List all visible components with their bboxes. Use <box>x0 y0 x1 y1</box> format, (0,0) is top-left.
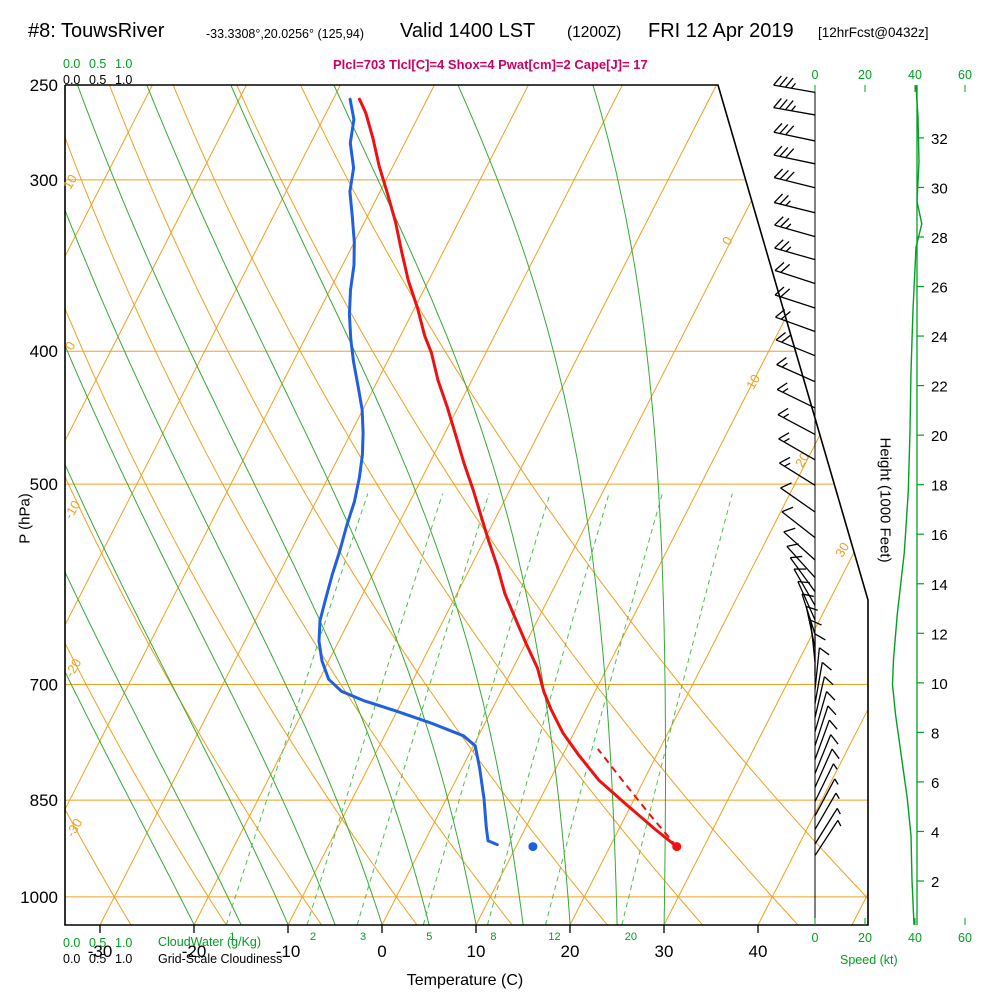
valid-date: FRI 12 Apr 2019 <box>648 20 794 42</box>
svg-text:8: 8 <box>490 931 496 943</box>
svg-text:60: 60 <box>958 68 972 82</box>
svg-text:30: 30 <box>832 540 852 560</box>
forecast-tag: [12hrFcst@0432z] <box>818 25 929 40</box>
temperature-axis-label: Temperature (C) <box>406 972 524 989</box>
svg-text:0.5: 0.5 <box>89 73 106 87</box>
svg-text:20: 20 <box>625 931 637 943</box>
svg-text:1.0: 1.0 <box>115 57 132 71</box>
svg-text:10: 10 <box>743 372 763 392</box>
svg-text:2: 2 <box>310 931 316 943</box>
svg-text:0.5: 0.5 <box>89 952 106 966</box>
dewpoint-curve <box>317 97 499 847</box>
svg-text:6: 6 <box>931 775 939 792</box>
svg-text:0.0: 0.0 <box>63 57 80 71</box>
pressure-axis-label: P (hPa) <box>16 493 34 544</box>
svg-text:0.5: 0.5 <box>89 936 106 950</box>
cloudiness-label: Grid-Scale Cloudiness <box>158 952 283 966</box>
temperature-curve <box>358 97 679 849</box>
svg-text:0: 0 <box>812 68 819 82</box>
svg-text:0: 0 <box>812 931 819 945</box>
svg-text:-30: -30 <box>63 816 85 840</box>
surface-temp-dot <box>672 842 682 852</box>
cloud-scales: 0.0 0.0 0.0 0.0 0.5 0.5 0.5 0.5 1.0 1.0 1.0 1.0 <box>63 57 132 966</box>
svg-text:1.0: 1.0 <box>115 73 132 87</box>
svg-text:12: 12 <box>548 931 560 943</box>
wind-barbs <box>773 75 842 856</box>
svg-text:10: 10 <box>467 942 486 961</box>
svg-text:20: 20 <box>561 942 580 961</box>
svg-text:400: 400 <box>30 342 58 361</box>
svg-text:20: 20 <box>858 68 872 82</box>
svg-text:14: 14 <box>931 577 948 594</box>
speed-axis-label: Speed (kt) <box>840 953 898 967</box>
parcel-trace <box>597 748 678 848</box>
svg-text:20: 20 <box>858 931 872 945</box>
svg-text:40: 40 <box>908 68 922 82</box>
speed-scale: 0 0 20 20 40 40 60 60 <box>812 68 972 945</box>
pressure-tick-labels: 250 300 400 500 700 850 1000 <box>20 76 58 907</box>
svg-text:20: 20 <box>931 428 948 445</box>
svg-text:8: 8 <box>931 725 939 742</box>
svg-text:60: 60 <box>958 931 972 945</box>
svg-text:0.0: 0.0 <box>63 936 80 950</box>
svg-text:4: 4 <box>931 824 939 841</box>
svg-text:16: 16 <box>931 527 948 544</box>
height-axis-label: Height (1000 Feet) <box>876 437 894 563</box>
svg-text:12: 12 <box>931 626 948 643</box>
svg-text:0.0: 0.0 <box>63 73 80 87</box>
svg-text:40: 40 <box>908 931 922 945</box>
svg-text:1000: 1000 <box>20 888 58 907</box>
svg-text:1.0: 1.0 <box>115 952 132 966</box>
svg-text:-10: -10 <box>276 942 301 961</box>
svg-text:-20: -20 <box>182 942 207 961</box>
svg-text:1.0: 1.0 <box>115 936 132 950</box>
svg-text:0: 0 <box>377 942 386 961</box>
svg-text:0.0: 0.0 <box>63 952 80 966</box>
svg-text:3: 3 <box>360 931 366 943</box>
background-grid <box>65 85 868 925</box>
plot-border <box>64 84 869 926</box>
speed-curve <box>891 85 923 925</box>
valid-zulu: (1200Z) <box>567 24 622 41</box>
svg-text:28: 28 <box>931 230 948 247</box>
svg-text:1: 1 <box>229 931 235 943</box>
station-title: #8: TouwsRiver <box>28 20 165 42</box>
svg-text:700: 700 <box>30 675 58 694</box>
surface-dewpoint-dot <box>528 842 538 852</box>
svg-text:26: 26 <box>931 280 948 297</box>
svg-text:30: 30 <box>931 180 948 197</box>
cloudwater-label: CloudWater (g/Kg) <box>158 935 262 949</box>
svg-text:32: 32 <box>931 131 948 148</box>
svg-text:22: 22 <box>931 379 948 396</box>
svg-text:10: 10 <box>60 172 80 192</box>
stability-indices: Plcl=703 Tlcl[C]=4 Shox=4 Pwat[cm]=2 Cap… <box>333 57 648 72</box>
svg-text:30: 30 <box>655 942 674 961</box>
svg-text:18: 18 <box>931 478 948 495</box>
svg-text:850: 850 <box>30 791 58 810</box>
svg-text:300: 300 <box>30 171 58 190</box>
svg-text:250: 250 <box>30 76 58 95</box>
svg-text:0.5: 0.5 <box>89 57 106 71</box>
mixing-ratio-labels: 1 2 3 5 8 12 20 <box>229 931 637 943</box>
svg-text:-30: -30 <box>88 942 113 961</box>
svg-text:5: 5 <box>426 931 432 943</box>
svg-text:24: 24 <box>931 329 948 346</box>
station-coords: -33.3308°,20.0256° (125,94) <box>206 27 365 41</box>
temperature-tick-labels: -30 -20 -10 0 10 20 30 40 <box>88 925 768 961</box>
valid-time: Valid 1400 LST <box>400 20 536 42</box>
svg-text:10: 10 <box>931 676 948 693</box>
svg-text:2: 2 <box>931 874 939 891</box>
svg-text:500: 500 <box>30 475 58 494</box>
svg-text:40: 40 <box>749 942 768 961</box>
